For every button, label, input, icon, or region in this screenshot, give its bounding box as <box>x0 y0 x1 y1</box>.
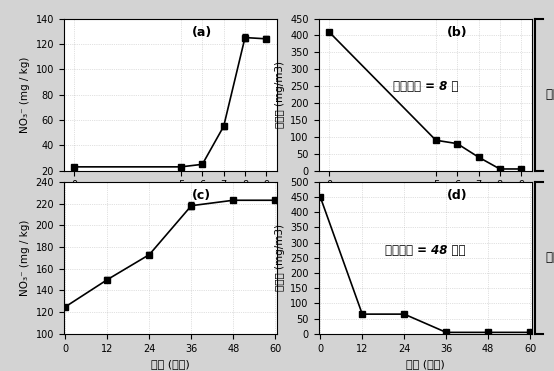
Text: (d): (d) <box>447 189 467 203</box>
Y-axis label: NO₃⁻ (mg / kg): NO₃⁻ (mg / kg) <box>20 220 30 296</box>
X-axis label: 时间 (小时): 时间 (小时) <box>151 359 189 369</box>
Y-axis label: NO₃⁻ (mg / kg): NO₃⁻ (mg / kg) <box>20 56 30 133</box>
Text: (b): (b) <box>447 26 467 39</box>
Text: (a): (a) <box>192 26 212 39</box>
X-axis label: 时间 (小时): 时间 (小时) <box>406 359 444 369</box>
Text: 周期 1: 周期 1 <box>546 88 554 101</box>
Text: 周期 2: 周期 2 <box>546 251 554 265</box>
Y-axis label: 氨浓度 (mg/m3): 氨浓度 (mg/m3) <box>275 224 285 291</box>
X-axis label: 时间 (天): 时间 (天) <box>155 196 186 206</box>
Text: (c): (c) <box>192 189 211 203</box>
Y-axis label: 氨浓度 (mg/m3): 氨浓度 (mg/m3) <box>275 61 285 128</box>
Text: 处理时间 = 8 天: 处理时间 = 8 天 <box>392 81 458 93</box>
X-axis label: 时间 (天): 时间 (天) <box>409 196 441 206</box>
Text: 处理时间 = 48 小时: 处理时间 = 48 小时 <box>385 244 465 257</box>
